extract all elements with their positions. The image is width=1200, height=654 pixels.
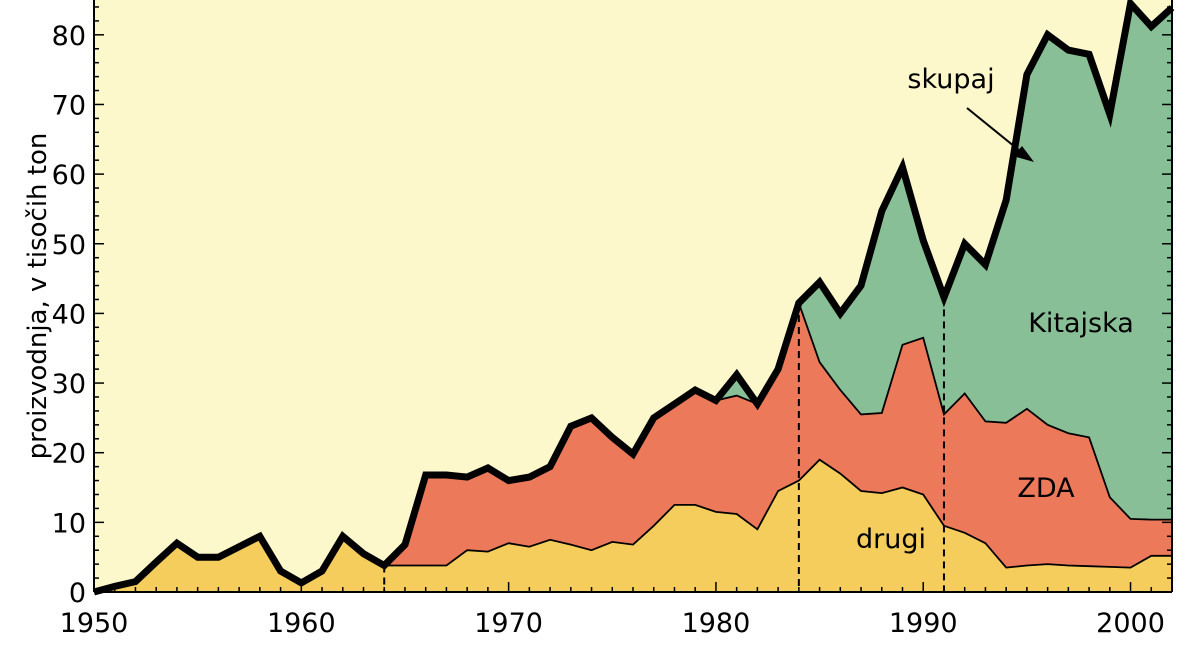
area-drugi — [94, 459, 1172, 592]
x-tick-label: 1950 — [60, 608, 129, 639]
y-tick-label: 0 — [69, 578, 86, 609]
arrow-head — [1013, 146, 1034, 162]
x-axis: 1950 1960 1970 1980 1990 2000 — [60, 582, 1173, 639]
arrow-shaft — [966, 107, 1021, 152]
y-tick-label: 80 — [52, 21, 86, 52]
y-axis: 0 10 20 30 40 50 60 70 80 — [52, 6, 1172, 609]
x-tick-label: 1960 — [267, 608, 336, 639]
skupaj-arrow — [966, 107, 1034, 162]
x-tick-label: 2000 — [1096, 608, 1165, 639]
y-tick-label: 20 — [52, 439, 86, 470]
total-line — [93, 0, 1175, 596]
label-kitajska: Kitajska — [1028, 308, 1134, 339]
series-labels: drugi ZDA Kitajska skupaj — [856, 64, 1134, 555]
y-tick-label: 60 — [52, 160, 86, 191]
dashed-markers — [383, 297, 945, 592]
x-tick-label: 1970 — [474, 608, 543, 639]
label-zda: ZDA — [1017, 473, 1075, 504]
x-tick-label: 1980 — [682, 608, 751, 639]
y-tick-label: 70 — [52, 90, 86, 121]
label-total: skupaj — [907, 64, 994, 95]
y-tick-label: 50 — [52, 230, 86, 261]
label-drugi: drugi — [856, 524, 926, 555]
y-tick-label: 40 — [52, 299, 86, 330]
y-axis-title: proizvodnja, v tisočih ton — [23, 133, 53, 460]
x-tick-label: 1990 — [889, 608, 958, 639]
area-zda — [94, 303, 1172, 592]
area-kitajska — [94, 3, 1172, 592]
y-tick-label: 30 — [52, 369, 86, 400]
y-tick-label: 10 — [52, 508, 86, 539]
